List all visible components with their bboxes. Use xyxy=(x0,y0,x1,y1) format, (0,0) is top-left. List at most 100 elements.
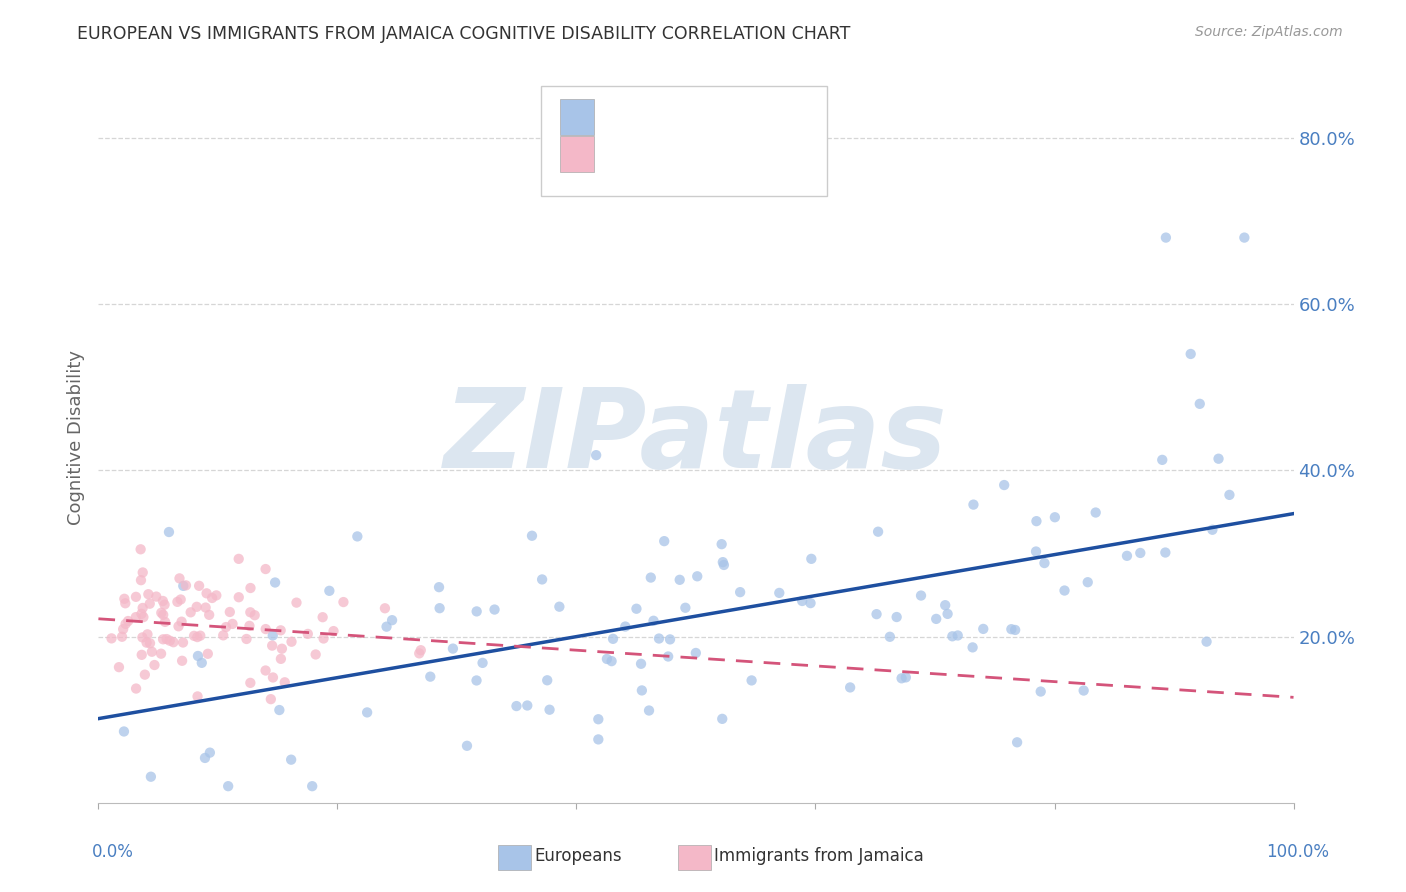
Point xyxy=(520,529,543,543)
Point xyxy=(322,624,344,639)
Point xyxy=(157,524,180,539)
Point xyxy=(925,612,948,626)
Point xyxy=(262,639,284,653)
Point xyxy=(215,620,238,634)
Point xyxy=(1233,230,1256,244)
Point xyxy=(1218,488,1240,502)
Point xyxy=(243,608,266,623)
Point xyxy=(600,654,623,668)
Point xyxy=(114,596,136,610)
Point xyxy=(260,692,283,706)
Point xyxy=(153,598,176,612)
Point xyxy=(1043,510,1066,524)
Point xyxy=(217,779,239,793)
Point xyxy=(879,630,901,644)
Point xyxy=(191,656,214,670)
Point xyxy=(100,632,122,646)
Point xyxy=(170,592,193,607)
Point xyxy=(332,595,354,609)
Point xyxy=(167,619,190,633)
Point xyxy=(588,712,610,726)
Point xyxy=(194,751,217,765)
Point xyxy=(1195,634,1218,648)
Point xyxy=(112,622,135,636)
Point xyxy=(297,627,319,641)
Point xyxy=(194,600,217,615)
Point xyxy=(138,587,160,601)
Text: EUROPEAN VS IMMIGRANTS FROM JAMAICA COGNITIVE DISABILITY CORRELATION CHART: EUROPEAN VS IMMIGRANTS FROM JAMAICA COGN… xyxy=(77,25,851,43)
Point xyxy=(152,632,174,647)
Point xyxy=(910,589,932,603)
Point xyxy=(112,724,135,739)
Point xyxy=(962,640,984,655)
Point xyxy=(134,667,156,681)
Point xyxy=(172,635,194,649)
FancyBboxPatch shape xyxy=(560,136,595,171)
Point xyxy=(172,579,194,593)
Point xyxy=(285,596,308,610)
Point xyxy=(865,607,887,622)
Point xyxy=(280,634,302,648)
Point xyxy=(218,605,240,619)
Point xyxy=(946,628,969,642)
Point xyxy=(188,629,211,643)
Point xyxy=(657,649,679,664)
Point xyxy=(346,529,368,543)
Point xyxy=(626,601,648,615)
Point xyxy=(159,633,181,648)
Point xyxy=(139,636,162,650)
Point xyxy=(172,654,194,668)
Text: Source: ZipAtlas.com: Source: ZipAtlas.com xyxy=(1195,25,1343,39)
Point xyxy=(136,627,159,641)
Point xyxy=(538,703,561,717)
Point xyxy=(711,712,734,726)
Point xyxy=(188,579,211,593)
Point xyxy=(711,555,734,569)
Point xyxy=(131,607,153,621)
Point xyxy=(640,571,662,585)
Point xyxy=(596,652,619,666)
Point xyxy=(117,614,139,628)
Point xyxy=(228,552,250,566)
Point xyxy=(305,648,328,662)
Point xyxy=(505,699,527,714)
Point xyxy=(972,622,994,636)
Point xyxy=(1201,523,1223,537)
Point xyxy=(312,632,335,646)
Text: 0.0%: 0.0% xyxy=(91,843,134,861)
Point xyxy=(131,648,153,662)
Point xyxy=(143,658,166,673)
Point xyxy=(631,683,654,698)
Point xyxy=(264,575,287,590)
Point xyxy=(262,628,284,642)
Text: R = -0.208   N =  92: R = -0.208 N = 92 xyxy=(603,144,793,162)
Point xyxy=(429,601,451,615)
Point xyxy=(602,632,624,646)
Point xyxy=(254,622,277,636)
Point xyxy=(129,542,152,557)
Point xyxy=(659,632,682,647)
Point xyxy=(536,673,558,688)
Point xyxy=(254,664,277,678)
Point xyxy=(108,660,131,674)
Point xyxy=(270,624,292,638)
Point xyxy=(156,632,179,646)
Point xyxy=(531,573,554,587)
Point xyxy=(894,670,917,684)
Point xyxy=(374,601,396,615)
Point xyxy=(1033,556,1056,570)
Point xyxy=(1053,583,1076,598)
Point xyxy=(652,534,675,549)
Point xyxy=(465,604,488,618)
Point xyxy=(186,630,208,644)
Point xyxy=(145,590,167,604)
Point xyxy=(588,732,610,747)
Point xyxy=(1025,514,1047,528)
Point xyxy=(643,614,665,628)
Point xyxy=(129,573,152,587)
Point xyxy=(685,646,707,660)
Point xyxy=(630,657,652,671)
Point xyxy=(280,753,302,767)
Point xyxy=(419,670,441,684)
Point xyxy=(1005,735,1028,749)
